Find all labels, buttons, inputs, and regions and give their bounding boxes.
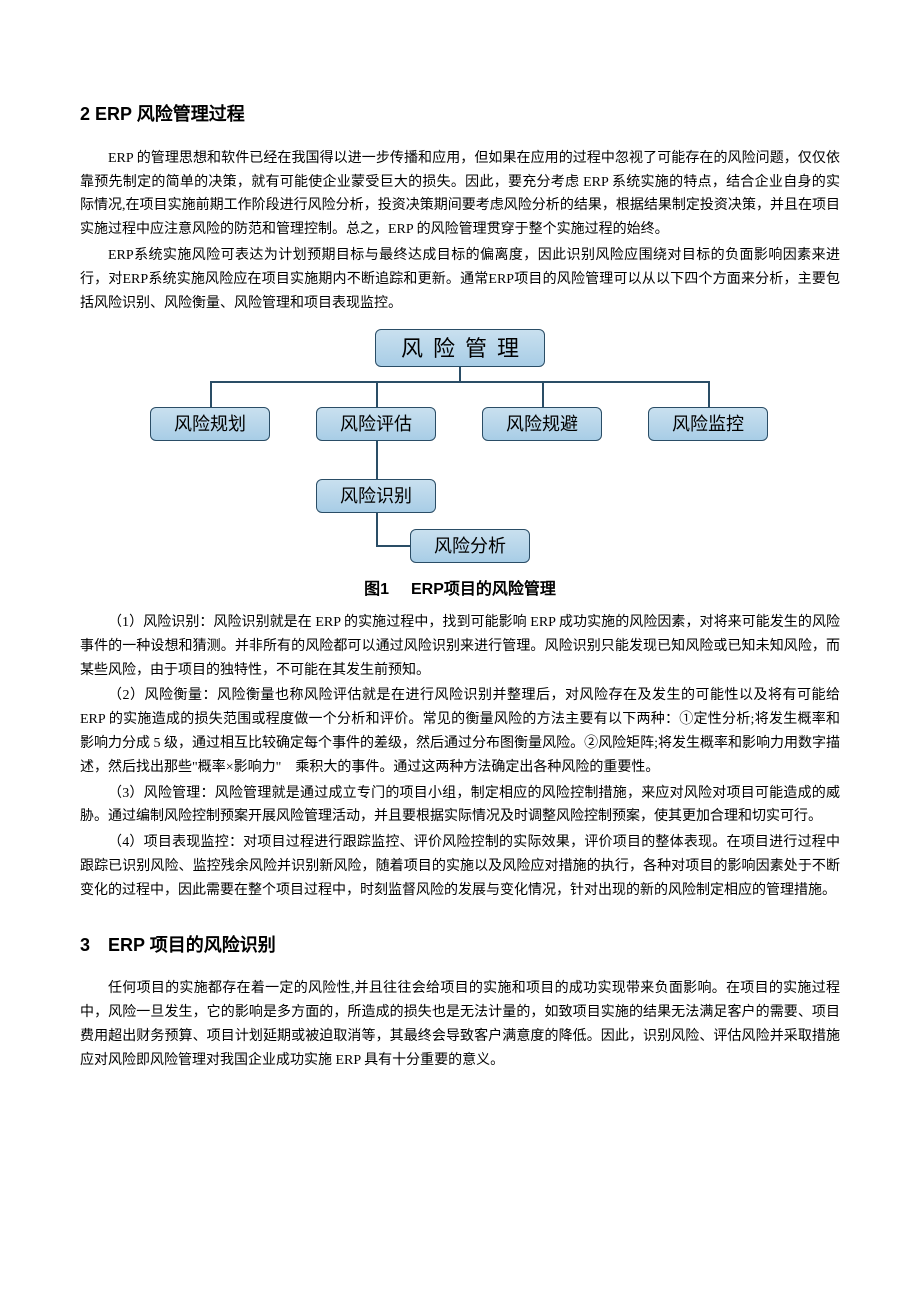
diagram-node-level2: 风险识别 — [316, 479, 436, 513]
diagram-connector — [376, 441, 378, 479]
figure-1-caption: 图1 ERP项目的风险管理 — [80, 577, 840, 603]
diagram-node-level1: 风险评估 — [316, 407, 436, 441]
item-2: （2）风险衡量：风险衡量也称风险评估就是在进行风险识别并整理后，对风险存在及发生… — [80, 684, 840, 779]
risk-management-diagram: 风险管理 风险规划 风险评估 风险规避 风险监控 风险识别 风险分析 — [80, 329, 840, 549]
section-3-body: 任何项目的实施都存在着一定的风险性,并且往往会给项目的实施和项目的成功实现带来负… — [80, 977, 840, 1072]
figure-number: 图1 — [364, 581, 389, 598]
diagram-node-level1: 风险规避 — [482, 407, 602, 441]
diagram-connector — [708, 381, 710, 407]
section-2-heading: 2 ERP 风险管理过程 — [80, 100, 840, 129]
section-3-heading: 3 ERP 项目的风险识别 — [80, 931, 840, 960]
section-2-para-2: ERP系统实施风险可表达为计划预期目标与最终达成目标的偏离度，因此识别风险应围绕… — [80, 244, 840, 315]
diagram-connector — [210, 381, 212, 407]
section-2-body: ERP 的管理思想和软件已经在我国得以进一步传播和应用，但如果在应用的过程中忽视… — [80, 147, 840, 316]
diagram-connector — [210, 381, 710, 383]
section-2-para-1: ERP 的管理思想和软件已经在我国得以进一步传播和应用，但如果在应用的过程中忽视… — [80, 147, 840, 242]
diagram-connector — [376, 545, 410, 547]
diagram-connector — [376, 513, 378, 546]
diagram-node-root: 风险管理 — [375, 329, 545, 367]
item-3: （3）风险管理：风险管理就是通过成立专门的项目小组，制定相应的风险控制措施，来应… — [80, 782, 840, 830]
diagram-connector — [542, 381, 544, 407]
diagram-node-level3: 风险分析 — [410, 529, 530, 563]
item-4: （4）项目表现监控：对项目过程进行跟踪监控、评价风险控制的实际效果，评价项目的整… — [80, 831, 840, 902]
diagram-node-level1: 风险规划 — [150, 407, 270, 441]
item-1: （1）风险识别：风险识别就是在 ERP 的实施过程中，找到可能影响 ERP 成功… — [80, 611, 840, 682]
figure-caption-text: ERP项目的风险管理 — [411, 581, 556, 598]
section-3-para-1: 任何项目的实施都存在着一定的风险性,并且往往会给项目的实施和项目的成功实现带来负… — [80, 977, 840, 1072]
diagram-connector — [459, 367, 461, 381]
diagram-connector — [376, 381, 378, 407]
diagram-node-level1: 风险监控 — [648, 407, 768, 441]
risk-items: （1）风险识别：风险识别就是在 ERP 的实施过程中，找到可能影响 ERP 成功… — [80, 611, 840, 903]
